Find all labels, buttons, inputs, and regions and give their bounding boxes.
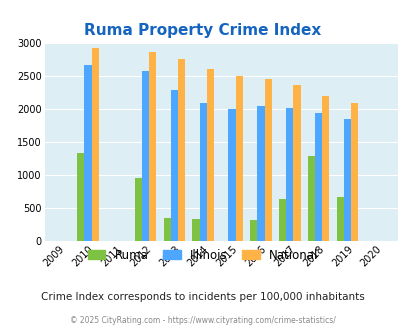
Bar [149, 52, 156, 241]
Bar [350, 103, 357, 241]
Bar [257, 106, 264, 241]
Bar [177, 59, 185, 241]
Bar [77, 153, 84, 241]
Bar [235, 76, 242, 241]
Text: © 2025 CityRating.com - https://www.cityrating.com/crime-statistics/: © 2025 CityRating.com - https://www.city… [70, 315, 335, 325]
Bar [314, 113, 322, 241]
Legend: Ruma, Illinois, National: Ruma, Illinois, National [83, 244, 322, 266]
Bar [84, 65, 91, 241]
Bar [286, 108, 293, 241]
Bar [134, 178, 142, 241]
Bar [278, 199, 286, 241]
Bar [336, 197, 343, 241]
Bar [206, 69, 213, 241]
Bar [192, 219, 199, 241]
Bar [228, 109, 235, 241]
Bar [142, 71, 149, 241]
Bar [91, 48, 98, 241]
Bar [293, 85, 300, 241]
Bar [199, 103, 206, 241]
Bar [343, 119, 350, 241]
Bar [171, 90, 177, 241]
Text: Crime Index corresponds to incidents per 100,000 inhabitants: Crime Index corresponds to incidents per… [41, 292, 364, 302]
Bar [163, 218, 171, 241]
Bar [264, 79, 271, 241]
Text: Ruma Property Crime Index: Ruma Property Crime Index [84, 23, 321, 38]
Bar [249, 220, 257, 241]
Bar [322, 96, 328, 241]
Bar [307, 156, 314, 241]
